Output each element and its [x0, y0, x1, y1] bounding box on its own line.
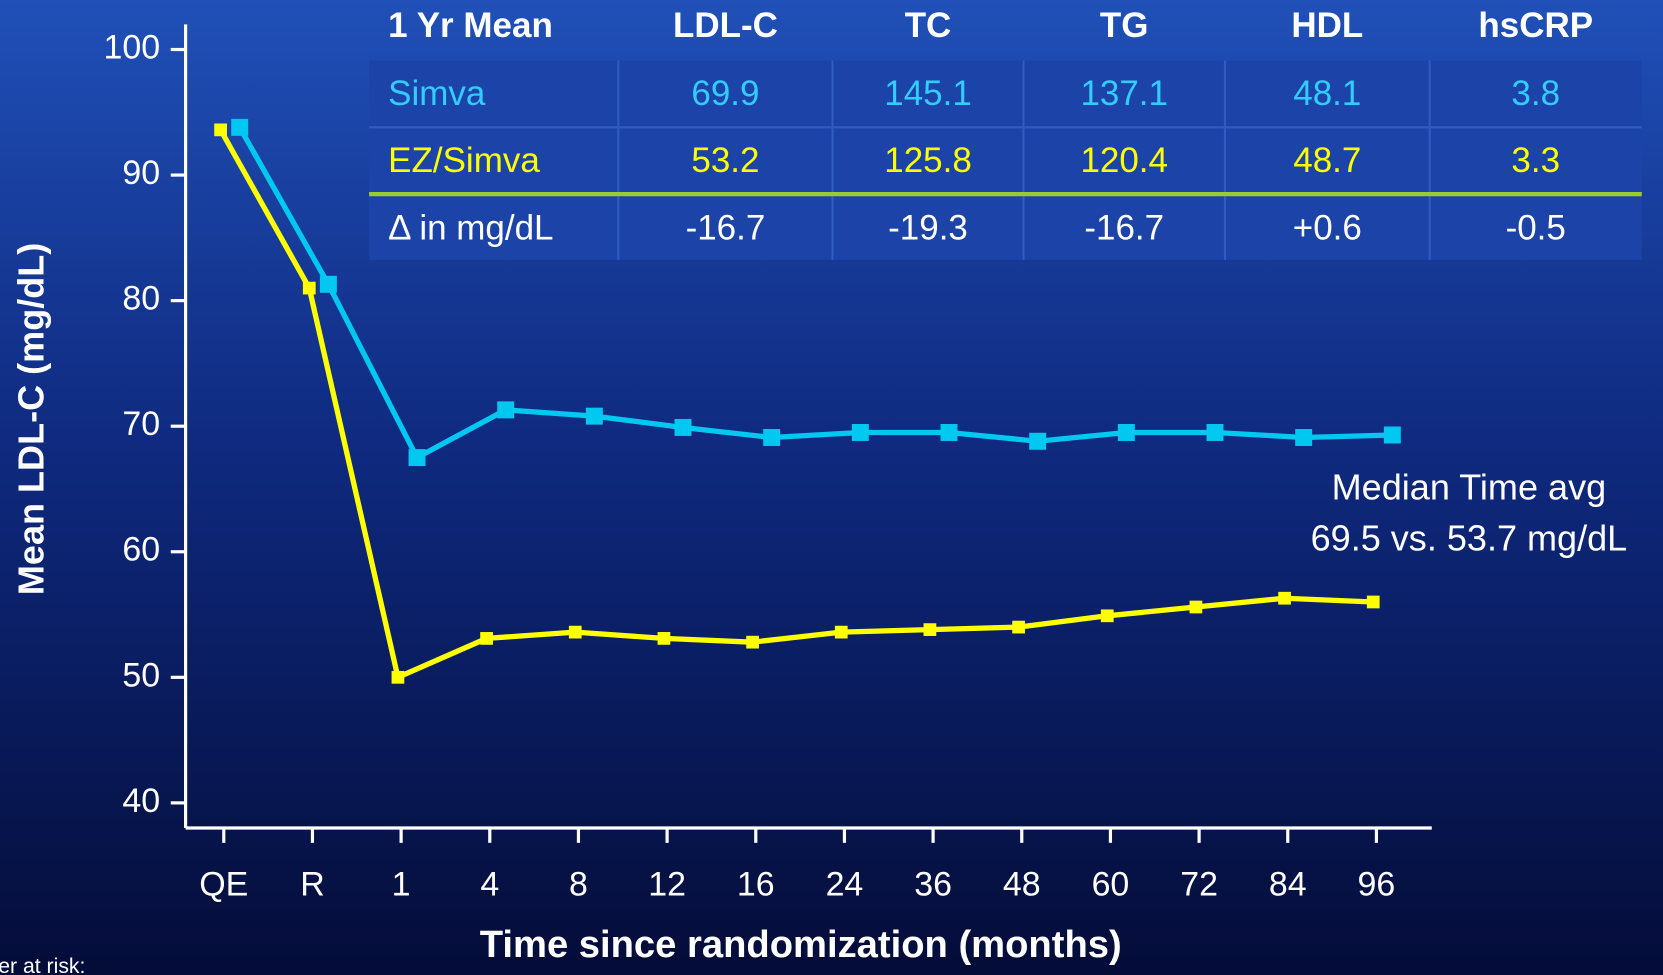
x-tick-label: QE [199, 865, 248, 903]
x-tick-label: 96 [1358, 865, 1396, 903]
x-tick-label: 4 [480, 865, 499, 903]
x-tick-label: 16 [737, 865, 775, 903]
y-tick-label: 90 [122, 154, 160, 192]
marker [1029, 432, 1047, 450]
x-tick-label: 48 [1003, 865, 1041, 903]
table-cell: 53.2 [691, 141, 759, 180]
table-header: HDL [1291, 6, 1363, 45]
x-tick-label: R [300, 865, 325, 903]
marker [480, 632, 493, 645]
marker [319, 275, 337, 293]
table-cell: -19.3 [888, 208, 968, 247]
marker [851, 423, 869, 441]
table-header: 1 Yr Mean [388, 6, 553, 45]
marker [214, 123, 227, 137]
marker [1189, 600, 1203, 614]
table-header: TC [905, 6, 952, 45]
table-cell: 137.1 [1080, 74, 1168, 113]
marker [940, 423, 958, 441]
table-cell: 3.8 [1511, 74, 1560, 113]
marker [657, 632, 671, 645]
table-cell: 48.1 [1293, 74, 1361, 113]
annotation: Median Time avg [1332, 467, 1607, 508]
annotation: 69.5 vs. 53.7 mg/dL [1311, 517, 1628, 558]
x-tick-label: 12 [648, 865, 686, 903]
marker [1117, 423, 1135, 441]
marker [1295, 429, 1313, 446]
marker [568, 625, 582, 639]
table-cell: 145.1 [884, 74, 972, 113]
x-tick-label: 84 [1269, 865, 1307, 903]
table-cell: -0.5 [1506, 208, 1566, 247]
marker [923, 623, 937, 636]
table-cell: -16.7 [1084, 208, 1164, 247]
marker [302, 281, 316, 295]
y-tick-label: 50 [122, 656, 160, 694]
table-cell: Simva [388, 74, 486, 113]
y-tick-label: 100 [104, 28, 161, 66]
x-tick-label: 8 [569, 865, 588, 903]
marker [1278, 591, 1291, 605]
table: 1 Yr Mean LDL-C TC TG HDL hsCRP Simva 69.9 145.1… [369, 6, 1642, 260]
table-header: hsCRP [1478, 6, 1593, 45]
y-axis-label: Mean LDL-C (mg/dL) [10, 243, 51, 595]
y-tick-label: 80 [122, 280, 160, 318]
marker [497, 401, 515, 419]
table-header: LDL-C [673, 6, 778, 45]
marker [746, 635, 759, 649]
table-cell: +0.6 [1293, 208, 1362, 247]
table-cell: 3.3 [1511, 141, 1560, 180]
marker [1100, 609, 1114, 623]
marker [1383, 426, 1401, 444]
y-tick-label: 70 [122, 405, 160, 443]
marker [585, 407, 603, 425]
marker [1366, 595, 1380, 609]
marker [408, 449, 426, 467]
table-header: TG [1100, 6, 1149, 45]
marker [834, 625, 848, 639]
y-tick-label: 40 [122, 782, 160, 820]
marker [1206, 423, 1224, 441]
x-tick-label: 36 [914, 865, 952, 903]
y-tick-label: 60 [122, 531, 160, 569]
marker [391, 670, 405, 684]
table-cell: EZ/Simva [388, 141, 540, 180]
table-cell: -16.7 [686, 208, 766, 247]
footnote: Number at risk: [0, 955, 85, 975]
series-line [237, 126, 1393, 462]
table-cell: Δ in mg/dL [388, 208, 553, 247]
marker [674, 418, 692, 436]
table-body [369, 60, 1642, 260]
x-tick-label: 1 [392, 865, 411, 903]
table-cell: 69.9 [691, 74, 759, 113]
x-tick-label: 60 [1092, 865, 1130, 903]
table-cell: 125.8 [884, 141, 972, 180]
x-tick-label: 72 [1180, 865, 1218, 903]
x-tick-label: 24 [826, 865, 864, 903]
x-axis-label: Time since randomization (months) [480, 923, 1122, 966]
marker [231, 118, 249, 136]
table-cell: 120.4 [1080, 141, 1168, 180]
series-line [218, 128, 1374, 682]
table-cell: 48.7 [1293, 141, 1361, 180]
marker [1012, 620, 1025, 634]
marker [763, 429, 781, 446]
